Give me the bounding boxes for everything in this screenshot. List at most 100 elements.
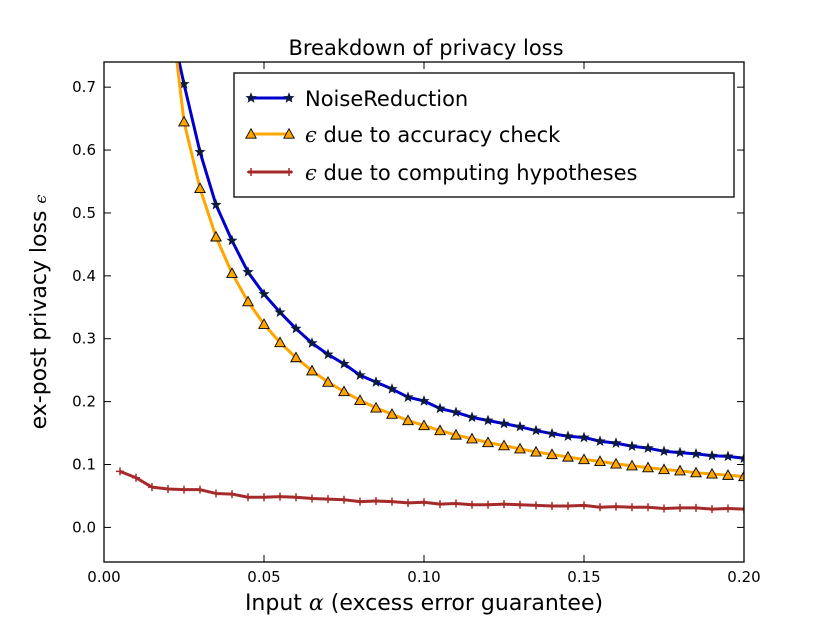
legend-entry-2: ϵ due to accuracy check <box>245 123 561 147</box>
data-point <box>628 503 636 512</box>
x-tick-label: 0.20 <box>727 568 760 586</box>
data-point <box>434 402 446 414</box>
series-2 <box>175 62 744 482</box>
y-tick-label: 0.0 <box>72 518 96 536</box>
x-tick-label: 0.10 <box>407 568 440 586</box>
data-point <box>690 447 702 459</box>
data-point <box>562 430 574 441</box>
data-point <box>242 295 254 307</box>
data-point <box>338 385 350 397</box>
y-tick-label: 0.3 <box>72 330 96 348</box>
data-point <box>402 391 414 402</box>
data-point <box>354 394 366 405</box>
data-point <box>354 369 366 380</box>
data-point <box>324 495 332 504</box>
data-point <box>482 436 494 448</box>
data-point <box>516 500 524 509</box>
data-point <box>644 503 652 512</box>
data-point <box>180 485 188 494</box>
data-point <box>210 198 222 210</box>
data-point <box>530 424 542 436</box>
data-point <box>308 494 316 503</box>
legend-marker <box>247 168 255 176</box>
data-point <box>532 501 540 510</box>
data-point <box>388 497 396 506</box>
data-point <box>338 358 350 369</box>
x-tick-label: 0.00 <box>87 568 120 586</box>
data-point <box>226 267 238 278</box>
x-tick-label: 0.15 <box>567 568 600 586</box>
data-point <box>594 455 606 466</box>
data-point <box>738 470 744 482</box>
data-point <box>452 499 460 508</box>
data-point <box>658 445 670 457</box>
y-tick-label: 0.4 <box>72 267 96 285</box>
data-point <box>612 502 620 511</box>
data-point <box>706 467 718 479</box>
data-point <box>210 230 222 242</box>
data-point <box>642 442 654 453</box>
y-axis-label: ex-post privacy loss ϵ <box>27 195 52 430</box>
y-tick-label: 0.2 <box>72 393 96 411</box>
legend-text: due to accuracy check <box>317 123 561 147</box>
data-point <box>370 376 382 387</box>
y-tick-label: 0.7 <box>72 78 96 96</box>
data-point <box>306 337 318 348</box>
data-point <box>740 505 744 514</box>
data-point <box>212 489 220 498</box>
data-point <box>418 395 430 406</box>
data-point <box>498 417 510 429</box>
legend-entry-1: NoiseReduction <box>245 87 468 111</box>
y-tick-label: 0.5 <box>72 204 96 222</box>
data-point <box>290 351 302 363</box>
data-point <box>546 427 558 439</box>
data-point <box>626 440 638 452</box>
legend-marker <box>283 92 295 103</box>
data-point <box>548 502 556 511</box>
data-point <box>386 408 398 419</box>
data-point <box>660 504 668 513</box>
legend-symbol: ϵ <box>305 123 317 147</box>
data-point <box>258 288 270 299</box>
data-point <box>276 492 284 501</box>
data-point <box>738 452 744 463</box>
data-point <box>322 348 334 360</box>
data-point <box>642 461 654 473</box>
data-point <box>370 401 382 413</box>
data-point <box>596 503 604 512</box>
data-point <box>116 467 124 476</box>
data-point <box>290 322 302 334</box>
data-point <box>372 496 380 505</box>
data-point <box>514 442 526 454</box>
data-point <box>340 495 348 504</box>
data-point <box>260 493 268 502</box>
legend-label: ϵ due to computing hypotheses <box>305 161 638 185</box>
series-line <box>119 470 744 511</box>
data-point <box>658 463 670 475</box>
data-point <box>148 483 156 492</box>
data-point <box>164 485 172 494</box>
series-3 <box>116 467 744 514</box>
data-point <box>386 383 398 394</box>
data-point <box>482 414 494 426</box>
data-point <box>450 406 462 418</box>
data-point <box>466 432 478 444</box>
data-point <box>468 500 476 509</box>
data-point <box>610 437 622 448</box>
data-point <box>274 336 286 348</box>
data-point <box>466 411 478 423</box>
data-point <box>226 234 238 246</box>
legend-box <box>233 72 735 198</box>
legend-marker <box>245 92 257 103</box>
data-point <box>196 485 204 494</box>
data-point <box>322 375 334 387</box>
data-point <box>708 505 716 514</box>
data-point <box>274 306 286 318</box>
data-point <box>676 503 684 512</box>
legend-label: ϵ due to accuracy check <box>305 123 561 147</box>
data-point <box>674 464 686 476</box>
data-point <box>692 503 700 512</box>
data-point <box>132 473 140 482</box>
